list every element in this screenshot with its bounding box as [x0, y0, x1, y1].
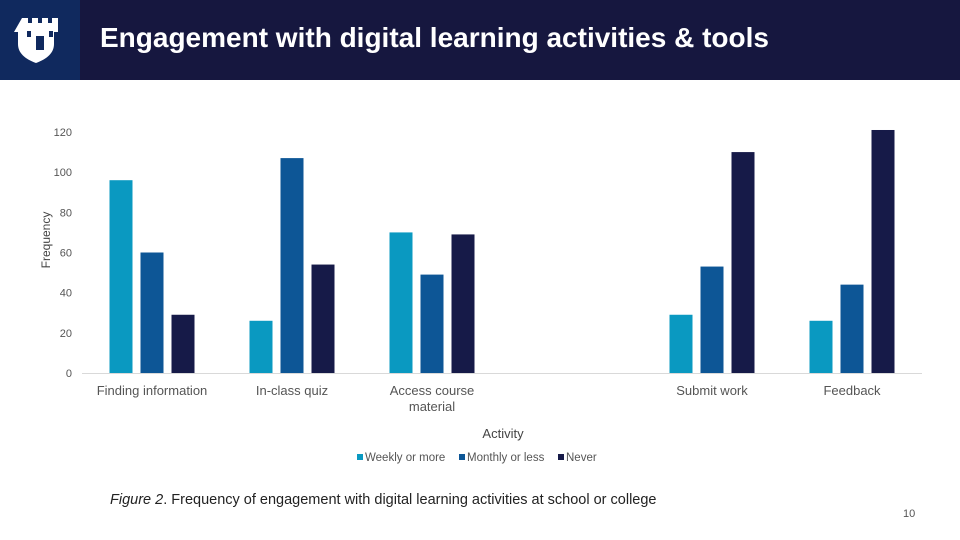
page-title: Engagement with digital learning activit… [100, 22, 769, 53]
bar [280, 158, 304, 373]
bar [389, 232, 413, 373]
y-axis-label: Frequency [39, 212, 53, 269]
y-tick-label: 40 [60, 288, 72, 300]
legend-swatch [558, 454, 564, 460]
bar [420, 274, 444, 373]
bar [700, 266, 724, 373]
legend-label: Never [566, 452, 597, 464]
caption-label: Figure 2 [110, 492, 164, 508]
bar [731, 152, 755, 373]
y-tick-label: 80 [60, 207, 72, 219]
bar [451, 234, 475, 373]
bar-chart: 0 20 40 60 80 100 120 Frequency Finding informat… [39, 127, 922, 464]
y-tick-label: 60 [60, 248, 72, 260]
y-tick-label: 120 [54, 127, 72, 139]
bar [840, 284, 864, 373]
legend-swatch [459, 454, 465, 460]
castle-logo-icon [14, 18, 58, 63]
bar [809, 320, 833, 373]
x-tick-label: Submit work [676, 383, 748, 398]
x-tick-label: Access course material [390, 383, 475, 414]
x-axis-label: Activity [482, 426, 524, 441]
bar [669, 314, 693, 373]
bar [171, 314, 195, 373]
x-tick-label: Feedback [823, 383, 881, 398]
bar [140, 252, 164, 373]
y-tick-label: 20 [60, 328, 72, 340]
x-tick-label: In-class quiz [256, 383, 328, 398]
bar [311, 264, 335, 373]
page-number: 10 [903, 508, 916, 520]
x-tick-label: Finding information [97, 383, 208, 398]
legend-label: Monthly or less [467, 452, 545, 464]
header-bar: Engagement with digital learning activit… [0, 0, 960, 80]
bar [109, 180, 133, 373]
figure-caption: Figure 2. Frequency of engagement with d… [110, 492, 656, 508]
caption-text: . Frequency of engagement with digital l… [163, 492, 657, 508]
bar [871, 129, 895, 373]
legend-swatch [357, 454, 363, 460]
bar [249, 320, 273, 373]
y-tick-label: 0 [66, 368, 72, 380]
legend-label: Weekly or more [365, 452, 445, 464]
logo [0, 0, 80, 80]
y-tick-label: 100 [54, 167, 72, 179]
